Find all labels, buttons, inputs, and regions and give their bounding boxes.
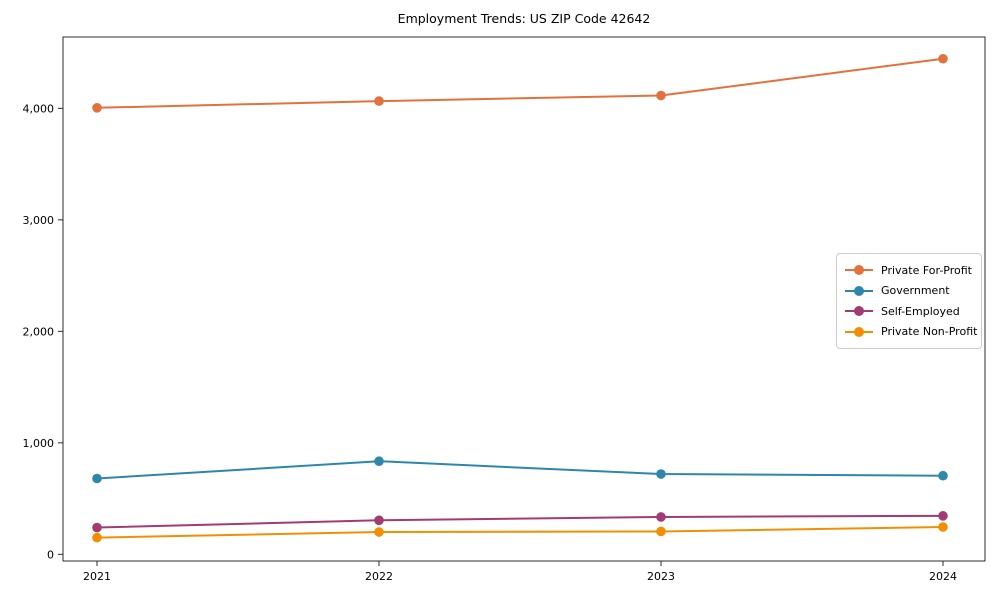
data-point-private-non-profit	[92, 532, 102, 543]
series-line-self-employed	[96, 514, 944, 529]
x-tick-label: 2023	[647, 570, 675, 583]
series-line-private-for-profit	[96, 57, 944, 109]
legend: Private For-Profit Government Self-Employe…	[836, 253, 982, 349]
data-point-private-non-profit	[374, 527, 384, 537]
legend-entry-self-employed: Self-Employed	[845, 301, 973, 322]
legend-entry-private-non-profit: Private Non-Profit	[845, 322, 977, 343]
data-point-self-employed	[374, 515, 384, 526]
legend-entry-private-for-profit: Private For-Profit	[845, 260, 973, 281]
legend-entry-government: Government	[845, 281, 973, 302]
legend-label: Private For-Profit	[881, 263, 972, 277]
y-tick-label: 2,000	[23, 325, 55, 338]
data-point-self-employed	[656, 512, 666, 522]
data-point-government	[656, 469, 666, 479]
y-tick-label: 1,000	[23, 437, 55, 450]
data-point-government	[938, 470, 948, 481]
series-line-government	[96, 460, 944, 480]
data-point-self-employed	[92, 522, 102, 533]
data-point-private-for-profit	[656, 90, 666, 101]
series-line-private-non-profit	[96, 525, 944, 539]
legend-line-marker-icon	[845, 306, 873, 317]
axes-frame	[62, 36, 986, 562]
x-tick-label: 2024	[929, 570, 957, 583]
legend-line-marker-icon	[845, 265, 873, 276]
data-point-government	[374, 456, 384, 467]
legend-label: Self-Employed	[881, 304, 960, 318]
y-tick-label: 3,000	[23, 214, 55, 227]
x-tick-label: 2021	[83, 570, 111, 583]
legend-label: Private Non-Profit	[881, 325, 978, 339]
legend-label: Government	[881, 284, 950, 298]
data-point-private-for-profit	[92, 102, 102, 113]
data-point-private-for-profit	[374, 96, 384, 106]
chart-title: Employment Trends: US ZIP Code 42642	[397, 11, 651, 26]
data-point-private-non-profit	[938, 522, 948, 532]
y-tick-label: 0	[47, 548, 54, 561]
data-point-self-employed	[938, 511, 948, 521]
y-tick-label: 4,000	[23, 102, 55, 115]
x-tick-label: 2022	[365, 570, 393, 583]
legend-line-marker-icon	[845, 326, 873, 337]
legend-line-marker-icon	[845, 285, 873, 296]
data-point-private-non-profit	[656, 526, 666, 537]
data-point-government	[92, 473, 102, 484]
data-point-private-for-profit	[938, 53, 948, 64]
